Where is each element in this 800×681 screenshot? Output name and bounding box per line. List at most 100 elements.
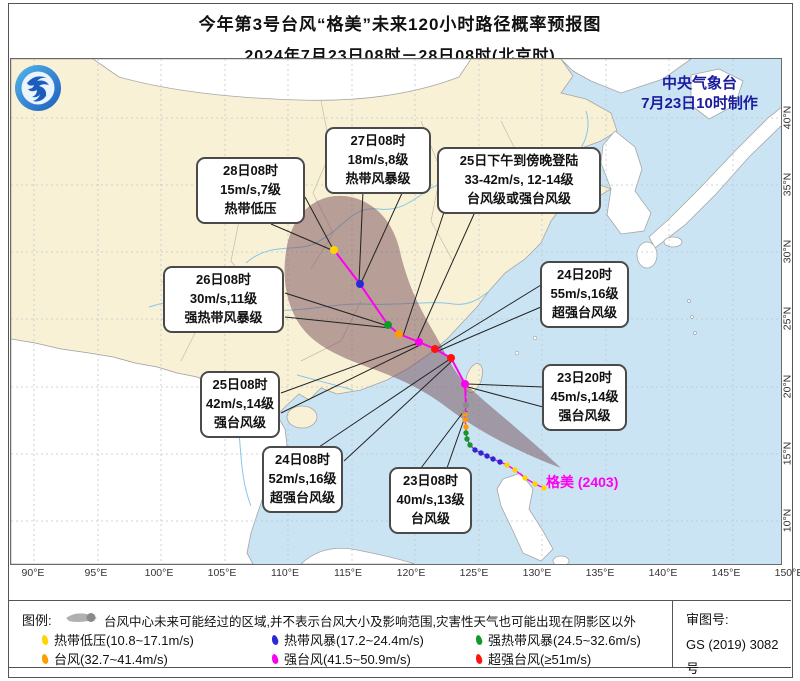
callout-c28: 28日08时 15m/s,7级 热带低压: [196, 157, 305, 224]
callout-line: 强台风级: [213, 414, 266, 430]
russia-primorye: [560, 59, 692, 94]
legend-category-dot: [474, 633, 484, 646]
typhoon-symbol: [456, 395, 476, 415]
legend-category-dot: [474, 652, 484, 665]
lat-label: 30°N: [781, 239, 794, 264]
callout-line: 18m/s,8级: [347, 151, 409, 167]
hainan: [286, 405, 318, 429]
callout-line: 24日08时: [275, 452, 330, 467]
cma-logo: [15, 65, 61, 111]
lon-label: 100°E: [144, 567, 174, 579]
legend: 图例: 台风中心未来可能经过的区域,并不表示台风大小及影响范围,灾害性天气也可能…: [8, 600, 791, 676]
japan-hokkaido: [690, 68, 744, 120]
legend-item: 强热带风暴(24.5~32.6m/s): [474, 630, 641, 649]
lon-label: 140°E: [648, 567, 678, 579]
legend-category-dot: [270, 652, 280, 665]
lat-label: 15°N: [781, 441, 794, 466]
japan-shikoku: [663, 236, 683, 248]
credit-issued: 7月23日10时制作: [641, 95, 758, 113]
callout-line: 23日20时: [557, 370, 612, 385]
callout-line: 52m/s,16级: [268, 470, 337, 486]
lon-label: 90°E: [21, 567, 45, 579]
lon-label: 125°E: [459, 567, 489, 579]
callout-line: 24日20时: [557, 267, 612, 282]
title-line1: 今年第3号台风“格美”未来120小时路径概率预报图: [198, 15, 602, 34]
japan-kyushu: [636, 241, 658, 269]
callout-line: 40m/s,13级: [396, 491, 465, 507]
callout-line: 27日08时: [350, 133, 406, 148]
callout-line: 26日08时: [196, 272, 251, 287]
callout-line: 25日下午到傍晚登陆: [459, 153, 579, 168]
callout-leader-lines: [270, 190, 544, 469]
lon-label: 135°E: [585, 567, 615, 579]
legend-item: 热带风暴(17.2~24.4m/s): [270, 630, 424, 649]
approval-label: 审图号:: [686, 612, 729, 627]
credit-block: 中央气象台 7月23日10时制作: [612, 74, 787, 115]
lon-label: 95°E: [84, 567, 108, 579]
mongolia: [92, 59, 472, 101]
approval-number: GS (2019) 3082号: [686, 636, 779, 677]
callout-c25pm: 25日下午到傍晚登陆 33-42m/s, 12-14级 台风级或强台风级: [437, 147, 601, 214]
approval-box: 审图号: GS (2019) 3082号: [672, 601, 791, 676]
legend-item: 热带低压(10.8~17.1m/s): [40, 630, 194, 649]
legend-item: 强台风(41.5~50.9m/s): [270, 649, 411, 668]
callout-line: 热带风暴级: [345, 170, 411, 186]
lat-label: 10°N: [781, 508, 794, 533]
callout-line: 15m/s,7级: [220, 181, 281, 197]
lon-label: 130°E: [522, 567, 552, 579]
callout-line: 台风级或强台风级: [466, 190, 571, 206]
callout-line: 28日08时: [223, 163, 278, 178]
callout-c2408: 24日08时 52m/s,16级 超强台风级: [262, 446, 343, 513]
callout-c2420: 24日20时 55m/s,16级 超强台风级: [540, 261, 629, 328]
credit-agency: 中央气象台: [661, 75, 737, 92]
legend-title: 图例:: [22, 613, 52, 628]
lat-label: 25°N: [781, 306, 794, 331]
callout-line: 热带低压: [224, 200, 277, 216]
lon-label: 110°E: [271, 567, 299, 579]
lat-label: 40°N: [781, 105, 794, 130]
callout-line: 强台风级: [558, 407, 611, 423]
callout-line: 30m/s,11级: [189, 290, 258, 306]
callout-line: 42m/s,14级: [206, 395, 274, 411]
callout-c2320: 23日20时 45m/s,14级 强台风级: [542, 364, 627, 431]
typhoon-tracks: [330, 246, 547, 491]
lat-label: 35°N: [781, 172, 794, 197]
legend-category-dot: [40, 633, 50, 646]
callout-c27: 27日08时 18m/s,8级 热带风暴级: [325, 127, 431, 194]
callout-line: 台风级: [410, 510, 450, 526]
callout-c26: 26日08时 30m/s,11级 强热带风暴级: [163, 266, 284, 333]
lon-label: 120°E: [396, 567, 426, 579]
callout-line: 45m/s,14级: [550, 388, 619, 404]
probability-cone: [284, 195, 561, 468]
callout-line: 超强台风级: [551, 304, 617, 320]
philippines-luzon: [496, 472, 554, 562]
philippine-island: [552, 555, 570, 564]
legend-category-label: 台风(32.7~41.4m/s): [54, 652, 168, 667]
legend-category-label: 热带风暴(17.2~24.4m/s): [284, 633, 424, 648]
korea: [600, 130, 652, 235]
lat-label: 20°N: [781, 374, 794, 399]
callout-line: 23日08时: [403, 473, 458, 488]
legend-item: 台风(32.7~41.4m/s): [40, 649, 168, 668]
legend-cone-description: 台风中心未来可能经过的区域,并不表示台风大小及影响范围,灾害性天气也可能出现在阴…: [104, 615, 636, 629]
legend-category-label: 超强台风(≥51m/s): [488, 652, 592, 667]
callout-line: 55m/s,16级: [550, 285, 619, 301]
callout-c2308: 23日08时 40m/s,13级 台风级: [389, 467, 472, 534]
legend-category-dot: [270, 633, 280, 646]
legend-item: 超强台风(≥51m/s): [474, 649, 592, 668]
borneo: [300, 547, 416, 564]
legend-category-label: 强热带风暴(24.5~32.6m/s): [488, 633, 641, 648]
lon-label: 150°E: [774, 567, 800, 579]
lon-label: 145°E: [711, 567, 741, 579]
lon-label: 105°E: [207, 567, 237, 579]
callout-line: 强热带风暴级: [184, 309, 263, 325]
cone-legend-icon: [66, 613, 97, 622]
japan-honshu: [648, 107, 781, 249]
lon-label: 115°E: [334, 567, 362, 579]
legend-category-dot: [40, 652, 50, 665]
legend-category-label: 热带低压(10.8~17.1m/s): [54, 633, 194, 648]
outer-frame: [8, 3, 793, 678]
legend-category-label: 强台风(41.5~50.9m/s): [284, 652, 411, 667]
callout-c2508: 25日08时 42m/s,14级 强台风级: [200, 371, 280, 438]
